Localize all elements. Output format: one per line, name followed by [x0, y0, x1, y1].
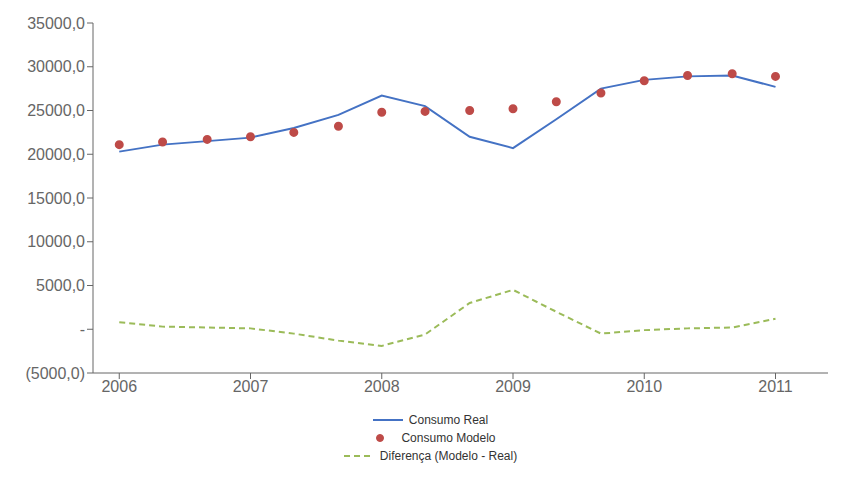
svg-text:25000,0: 25000,0	[27, 102, 85, 119]
svg-text:2011: 2011	[758, 378, 793, 395]
svg-text:2008: 2008	[364, 378, 400, 395]
html-text:Diferença (Modelo - Real): Diferença (Modelo - Real)	[379, 449, 518, 463]
svg-text:2010: 2010	[626, 378, 662, 395]
html-text:Consumo Real: Consumo Real	[408, 413, 489, 427]
svg-text:2009: 2009	[495, 378, 531, 395]
svg-text:30000,0: 30000,0	[27, 58, 85, 75]
html-text:Consumo Modelo: Consumo Modelo	[401, 431, 496, 445]
svg-text:-: -	[80, 321, 85, 338]
svg-text:2007: 2007	[233, 378, 269, 395]
svg-text:15000,0: 15000,0	[27, 190, 85, 207]
svg-text:20000,0: 20000,0	[27, 146, 85, 163]
svg-text:(5000,0): (5000,0)	[25, 365, 85, 382]
svg-text:5000,0: 5000,0	[36, 277, 85, 294]
svg-text:10000,0: 10000,0	[27, 233, 85, 250]
svg-text:2006: 2006	[101, 378, 137, 395]
svg-text:35000,0: 35000,0	[27, 15, 85, 32]
